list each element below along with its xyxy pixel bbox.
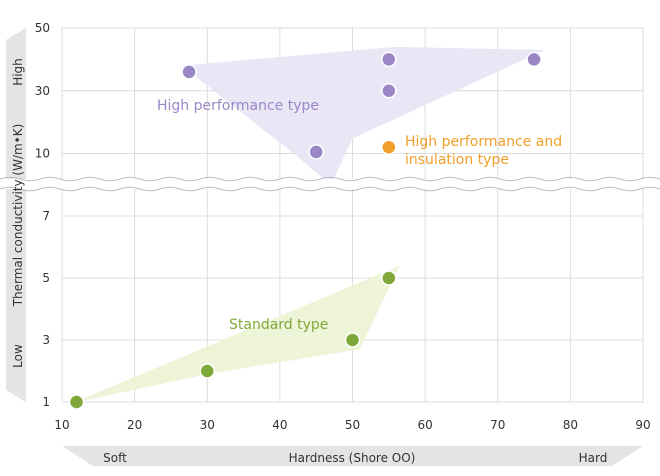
- series-label: insulation type: [405, 152, 509, 168]
- y-tick-label: 10: [35, 147, 50, 161]
- x-tick-label: 60: [417, 418, 432, 432]
- y-tick-label: 30: [35, 84, 50, 98]
- data-point: [68, 394, 85, 410]
- y-tick-label: 7: [42, 209, 50, 223]
- x-tick-label: 80: [563, 418, 578, 432]
- data-point: [381, 51, 397, 68]
- y-axis-title: Thermal conductivity (W/m•K): [11, 124, 25, 308]
- data-point: [381, 83, 397, 99]
- data-point: [308, 144, 324, 160]
- data-point: [344, 332, 361, 348]
- y-tick-label: 3: [42, 333, 50, 347]
- x-tick-label: 30: [200, 418, 215, 432]
- y-scale-band: [6, 28, 26, 402]
- y-tick-label: 50: [35, 21, 50, 35]
- series-label: High performance type: [157, 98, 319, 114]
- y-scale-label-bottom: Low: [11, 344, 25, 368]
- x-tick-label: 20: [127, 418, 142, 432]
- series-label: Standard type: [229, 317, 328, 333]
- data-point: [381, 139, 397, 155]
- x-tick-label: 90: [635, 418, 650, 432]
- data-point: [526, 51, 542, 68]
- y-tick-label: 1: [42, 395, 50, 409]
- axis-break-line-bottom: [0, 186, 660, 192]
- data-point: [381, 270, 397, 286]
- axis-break-band: [0, 179, 660, 189]
- x-tick-label: 50: [345, 418, 360, 432]
- series-label: High performance and: [405, 134, 562, 150]
- x-tick-label: 70: [490, 418, 505, 432]
- axis-break-line-top: [0, 176, 660, 182]
- data-point: [199, 363, 215, 379]
- x-scale-label-right: Hard: [579, 451, 608, 465]
- x-tick-label: 40: [272, 418, 287, 432]
- x-tick-label: 10: [54, 418, 69, 432]
- y-tick-label: 5: [42, 271, 50, 285]
- x-scale-label-left: Soft: [103, 451, 127, 465]
- x-scale-band: [62, 446, 643, 466]
- data-point: [181, 64, 197, 80]
- x-axis-title: Hardness (Shore OO): [289, 451, 416, 465]
- region-standard: [72, 265, 400, 403]
- y-scale-label-top: High: [11, 58, 25, 86]
- region-high-performance: [181, 46, 545, 186]
